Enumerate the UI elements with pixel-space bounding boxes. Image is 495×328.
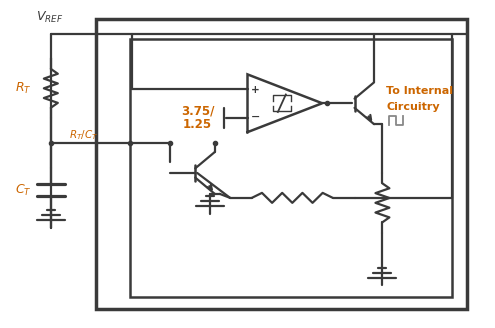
Text: −: −: [251, 112, 260, 122]
Text: $R_T$: $R_T$: [15, 81, 31, 96]
Text: 3.75/: 3.75/: [181, 104, 214, 117]
Text: 1.25: 1.25: [183, 118, 212, 131]
Bar: [131, 38, 452, 297]
Text: +: +: [251, 85, 260, 95]
Text: $C_T$: $C_T$: [15, 183, 31, 198]
Text: $R_T/C_T$: $R_T/C_T$: [69, 128, 99, 142]
Text: Circuitry: Circuitry: [386, 102, 440, 112]
Bar: [96, 19, 467, 309]
Text: $V_{REF}$: $V_{REF}$: [36, 10, 63, 25]
Text: To Internal: To Internal: [386, 86, 453, 96]
